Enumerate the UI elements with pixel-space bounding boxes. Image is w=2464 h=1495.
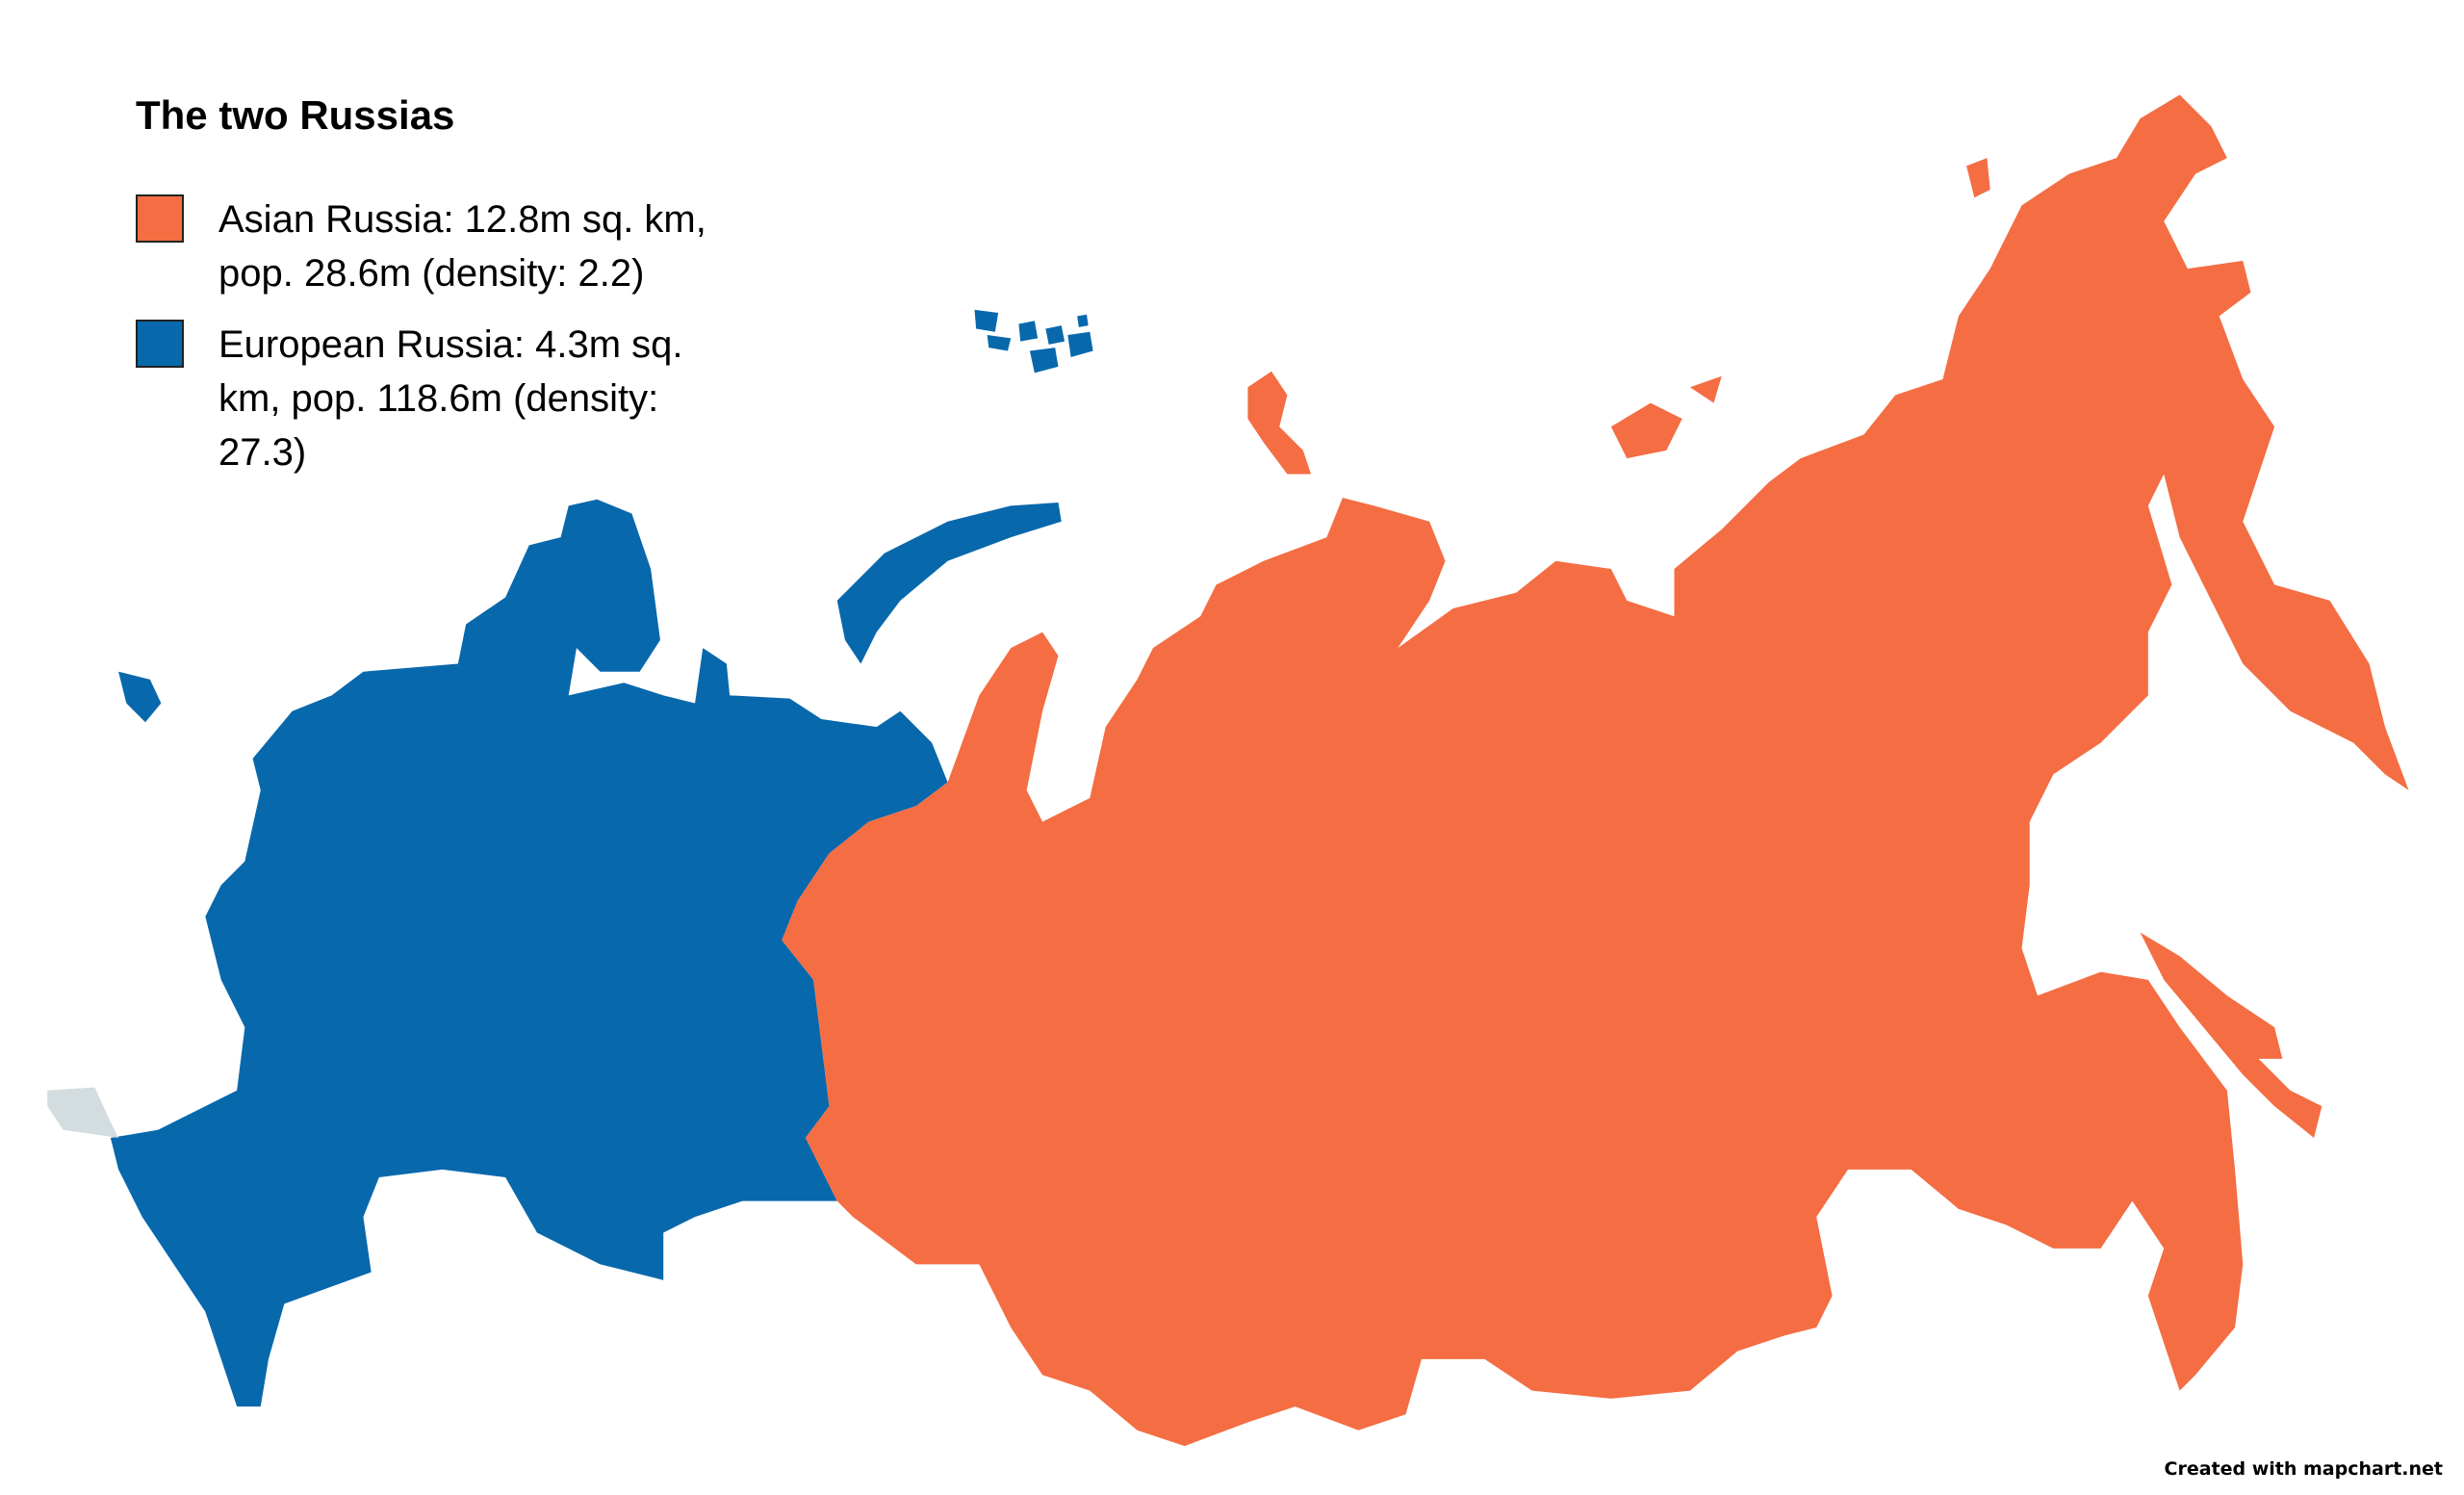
legend: Asian Russia: 12.8m sq. km, pop. 28.6m (… xyxy=(136,193,752,497)
credit-text: Created with mapchart.net xyxy=(2164,1458,2444,1480)
legend-item-asian-russia: Asian Russia: 12.8m sq. km, pop. 28.6m (… xyxy=(136,193,752,300)
legend-swatch-asian xyxy=(136,194,184,243)
legend-label: European Russia: 4.3m sq. km, pop. 118.6… xyxy=(218,323,683,474)
sakhalin[interactable] xyxy=(2140,932,2323,1138)
european-russia[interactable] xyxy=(110,309,1093,1407)
legend-item-european-russia: European Russia: 4.3m sq. km, pop. 118.6… xyxy=(136,318,752,479)
crimea[interactable] xyxy=(47,1087,119,1138)
asian-russia-mainland[interactable] xyxy=(782,94,2409,1447)
novaya-zemlya[interactable] xyxy=(836,503,1062,664)
legend-swatch-european xyxy=(136,320,184,368)
kaliningrad[interactable] xyxy=(118,671,162,723)
european-russia-mainland[interactable] xyxy=(110,499,948,1407)
severnaya-zemlya[interactable] xyxy=(1247,371,1312,475)
new-siberian-islands[interactable] xyxy=(1610,375,1722,459)
asian-russia[interactable] xyxy=(782,94,2409,1447)
map-title: The two Russias xyxy=(136,92,455,138)
franz-josef-land[interactable] xyxy=(974,309,1093,374)
wrangel-island[interactable] xyxy=(1966,158,1990,198)
legend-label: Asian Russia: 12.8m sq. km, pop. 28.6m (… xyxy=(218,198,706,295)
